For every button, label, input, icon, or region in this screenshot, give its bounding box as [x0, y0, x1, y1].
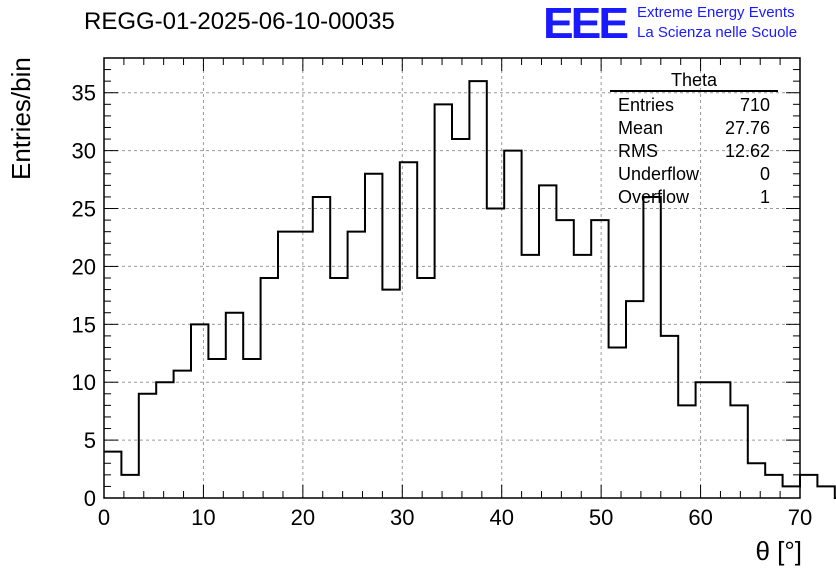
histogram-bin [348, 232, 365, 498]
histogram-bin [661, 336, 678, 498]
stats-row-overflow: Overflow 1 [610, 186, 778, 209]
logo-line-1: Extreme Energy Events [637, 4, 795, 21]
stats-value: 0 [759, 164, 770, 184]
histogram-bin [609, 347, 626, 498]
stats-value: 12.62 [724, 141, 770, 161]
histogram-bin [243, 359, 260, 498]
histogram-bin [365, 174, 382, 498]
histogram-bin [278, 232, 295, 498]
histogram-bin [382, 290, 399, 498]
y-tick-label: 35 [72, 81, 96, 106]
histogram-bin [591, 220, 608, 498]
histogram-bin [678, 405, 695, 498]
histogram-bin [208, 359, 225, 498]
histogram-bin [626, 301, 643, 498]
histogram-bin [748, 463, 765, 498]
histogram-bin [330, 278, 347, 498]
histogram-bin [800, 475, 817, 498]
histogram-bin [452, 139, 469, 498]
y-tick-label: 20 [72, 254, 96, 279]
stats-value: 710 [739, 95, 770, 115]
stats-label: Underflow [618, 164, 700, 184]
y-tick-label: 10 [72, 370, 96, 395]
axis-ticks [103, 57, 801, 499]
histogram-bars [104, 80, 836, 499]
grid-lines [104, 58, 800, 498]
chart-title: REGG-01-2025-06-10-00035 [84, 8, 395, 35]
histogram-bin [191, 324, 208, 498]
y-tick-label: 25 [72, 197, 96, 222]
y-tick-label: 15 [72, 312, 96, 337]
histogram-outline [104, 80, 836, 499]
stats-label: RMS [618, 141, 658, 161]
stats-row-underflow: Underflow 0 [610, 163, 778, 186]
plot-frame [103, 57, 801, 499]
histogram-bin [504, 151, 521, 498]
histogram-bin [696, 382, 713, 498]
histogram-bin [174, 371, 191, 498]
x-tick-label: 20 [291, 505, 315, 530]
histogram-bin [121, 475, 138, 498]
histogram-bin [261, 278, 278, 498]
histogram-bin [226, 313, 243, 498]
y-tick-label: 0 [84, 486, 96, 511]
histogram-bin [469, 81, 486, 498]
stats-label: Entries [618, 95, 675, 115]
histogram-bin [643, 197, 660, 498]
x-tick-label: 70 [788, 505, 812, 530]
y-tick-label: 30 [72, 139, 96, 164]
stats-label: Mean [618, 118, 664, 138]
y-axis-label: Entries/bin [6, 57, 36, 180]
histogram-bin [313, 197, 330, 498]
stats-box: Theta Entries 710 Mean 27.76 RMS 12.62 U… [610, 70, 778, 209]
eee-logo: EEE [543, 0, 629, 48]
x-tick-label: 10 [191, 505, 215, 530]
histogram-bin [487, 209, 504, 498]
x-axis-label: θ [°] [755, 536, 802, 566]
stats-value: 27.76 [724, 118, 770, 138]
histogram-bin [417, 278, 434, 498]
histogram-bin [765, 475, 782, 498]
x-tick-label: 40 [489, 505, 513, 530]
histogram-bin [139, 394, 156, 498]
histogram-bin [783, 486, 800, 498]
x-tick-label: 0 [98, 505, 110, 530]
histogram-bin [817, 486, 834, 498]
stats-row-mean: Mean 27.76 [610, 117, 778, 140]
histogram-bin [435, 104, 452, 498]
x-tick-label: 50 [589, 505, 613, 530]
x-tick-label: 30 [390, 505, 414, 530]
histogram-bin [400, 162, 417, 498]
logo-caption: Extreme Energy Events La Scienza nelle S… [637, 3, 797, 43]
stats-row-rms: RMS 12.62 [610, 140, 778, 163]
x-tick-label: 60 [688, 505, 712, 530]
histogram-bin [522, 255, 539, 498]
logo-line-2: La Scienza nelle Scuole [637, 24, 798, 41]
histogram-bin [156, 382, 173, 498]
histogram-bin [574, 255, 591, 498]
stats-title: Theta [610, 70, 778, 92]
histogram-bin [295, 232, 312, 498]
stats-label: Overflow [618, 187, 690, 207]
y-tick-label: 5 [84, 428, 96, 453]
histogram-bin [713, 382, 730, 498]
stats-value: 1 [759, 187, 770, 207]
histogram-bin [104, 452, 121, 498]
histogram-bin [730, 405, 747, 498]
histogram-bin [556, 220, 573, 498]
stats-row-entries: Entries 710 [610, 94, 778, 117]
histogram-bin [539, 185, 556, 498]
